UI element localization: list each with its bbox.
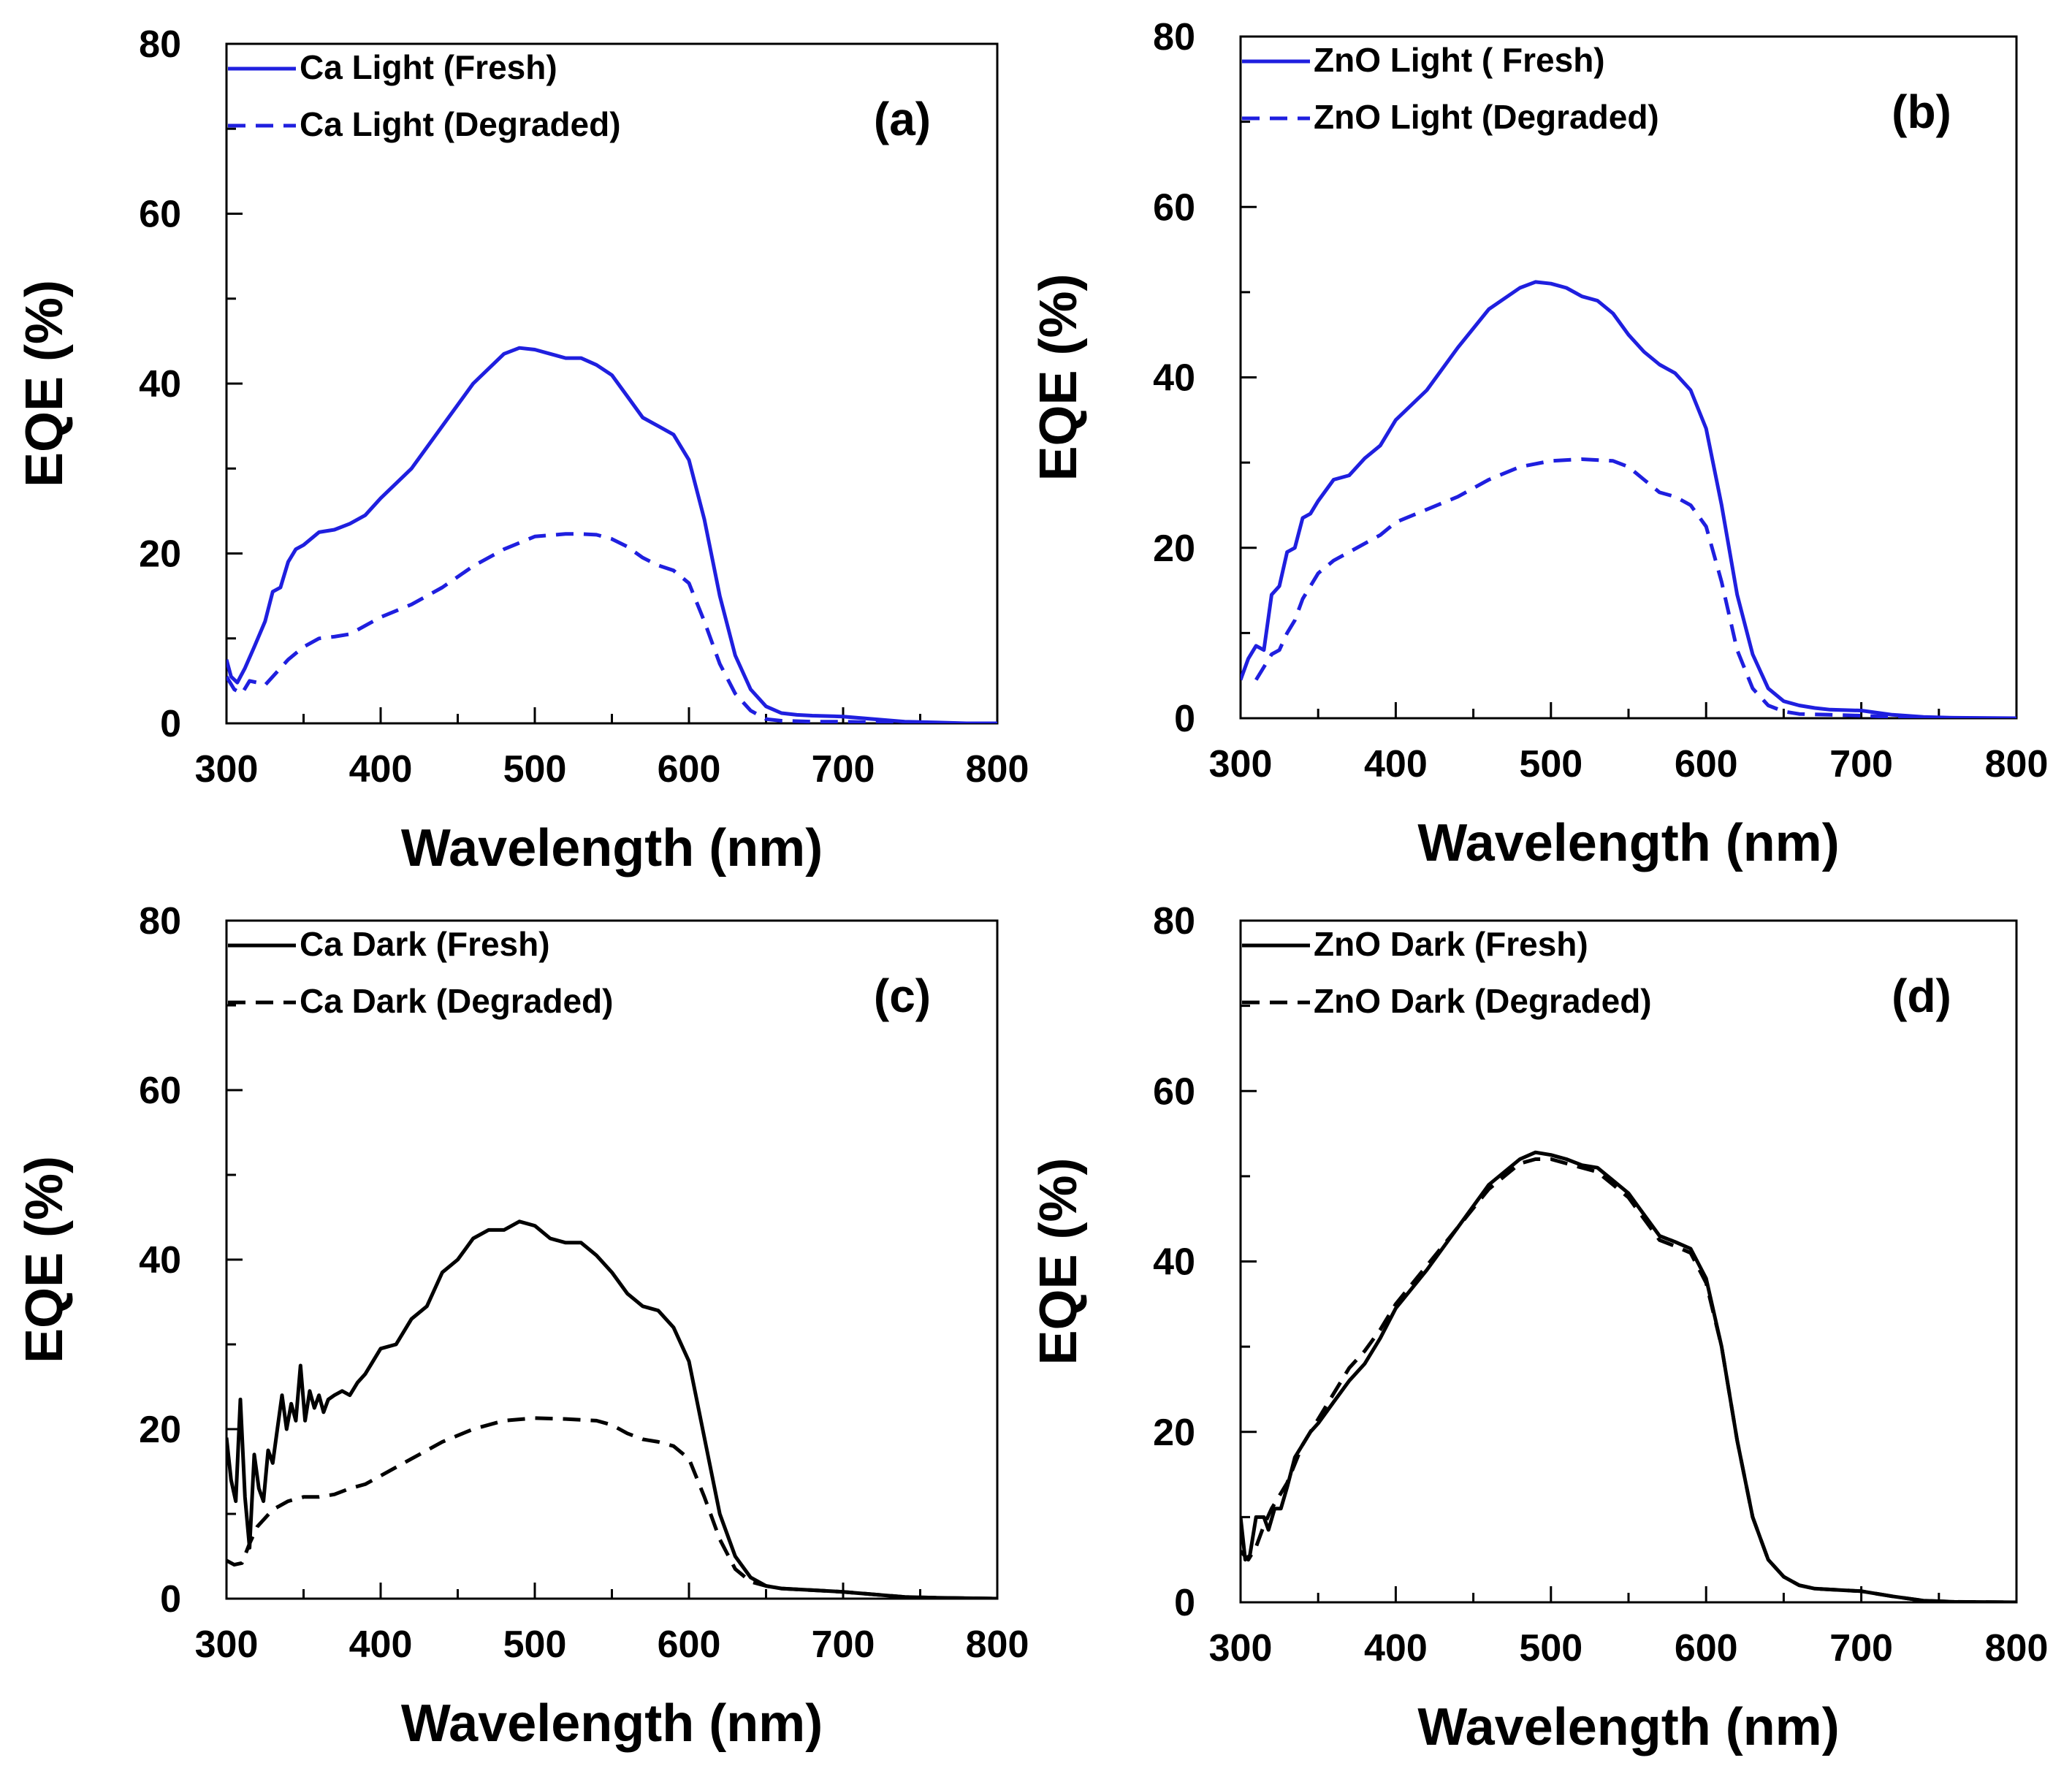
y-tick-label: 0 bbox=[160, 1578, 181, 1621]
plot-frame bbox=[1239, 35, 2018, 720]
series-line-fresh bbox=[1241, 1150, 2016, 1602]
x-tick-label: 800 bbox=[1985, 1627, 2049, 1670]
series-line-degraded bbox=[1241, 1157, 2016, 1602]
panel-label: (d) bbox=[1892, 970, 1951, 1022]
y-tick-label: 40 bbox=[139, 1239, 181, 1282]
series-line-degraded bbox=[226, 1416, 997, 1599]
x-tick-label: 700 bbox=[812, 1623, 875, 1666]
y-tick-label: 20 bbox=[139, 533, 181, 576]
y-tick-label: 60 bbox=[1153, 186, 1195, 229]
panel-d: 300 400 500 600 700 800 0 20 40 60 80 Wavelength (n… bbox=[1029, 900, 2048, 1756]
y-tick-label: 40 bbox=[1153, 357, 1195, 400]
panel-label: (a) bbox=[874, 93, 931, 145]
x-axis-title: Wavelength (nm) bbox=[401, 819, 823, 878]
x-tick-label: 700 bbox=[812, 748, 875, 791]
plot-frame bbox=[225, 919, 999, 1600]
x-tick-label: 500 bbox=[503, 748, 567, 791]
x-tick-label: 600 bbox=[1675, 1627, 1738, 1670]
x-tick-label: 700 bbox=[1829, 743, 1893, 785]
legend-label: ZnO Light (Degraded) bbox=[1314, 98, 1659, 136]
x-tick-label: 500 bbox=[1519, 1627, 1582, 1670]
panel-c: 300 400 500 600 700 800 0 20 40 60 80 Wavelength (n… bbox=[15, 900, 1029, 1753]
legend-label: ZnO Dark (Degraded) bbox=[1314, 982, 1652, 1020]
y-tick-label: 60 bbox=[139, 1070, 181, 1112]
x-tick-label: 400 bbox=[349, 1623, 413, 1666]
x-tick-label: 400 bbox=[349, 748, 413, 791]
panel-a: 300 400 500 600 700 800 0 20 40 60 80 Wavelength (n… bbox=[15, 23, 1029, 878]
y-tick-label: 0 bbox=[1174, 1582, 1195, 1624]
x-tick-label: 300 bbox=[195, 748, 259, 791]
legend-label: ZnO Dark (Fresh) bbox=[1314, 925, 1588, 963]
panel-label: (c) bbox=[874, 970, 931, 1022]
y-tick-label: 40 bbox=[1153, 1241, 1195, 1284]
plot-frame bbox=[1239, 919, 2018, 1604]
x-tick-label: 500 bbox=[503, 1623, 567, 1666]
x-tick-label: 800 bbox=[1985, 743, 2049, 785]
x-tick-label: 800 bbox=[966, 1623, 1029, 1666]
panel-label: (b) bbox=[1892, 85, 1951, 138]
y-axis-title: EQE (%) bbox=[1029, 1157, 1088, 1365]
y-tick-label: 80 bbox=[139, 900, 181, 943]
x-axis-title: Wavelength (nm) bbox=[401, 1694, 823, 1753]
y-tick-label: 0 bbox=[1174, 698, 1195, 740]
y-tick-label: 80 bbox=[1153, 16, 1195, 58]
y-tick-label: 80 bbox=[1153, 900, 1195, 943]
x-axis-title: Wavelength (nm) bbox=[1417, 814, 1839, 872]
legend-label: Ca Light (Fresh) bbox=[300, 48, 557, 86]
plot-frame bbox=[225, 42, 999, 725]
y-tick-label: 20 bbox=[1153, 1412, 1195, 1454]
y-tick-label: 40 bbox=[139, 363, 181, 406]
x-tick-label: 500 bbox=[1519, 743, 1582, 785]
y-axis-title: EQE (%) bbox=[1029, 273, 1088, 481]
legend-label: Ca Light (Degraded) bbox=[300, 105, 621, 143]
y-axis-title: EQE (%) bbox=[15, 1156, 74, 1363]
y-tick-label: 20 bbox=[139, 1409, 181, 1451]
y-tick-label: 80 bbox=[139, 23, 181, 66]
series-line-degraded bbox=[226, 532, 997, 723]
legend-label: ZnO Light ( Fresh) bbox=[1314, 41, 1605, 79]
y-tick-label: 60 bbox=[139, 194, 181, 236]
x-tick-label: 300 bbox=[1209, 1627, 1273, 1670]
y-axis-title: EQE (%) bbox=[15, 280, 74, 487]
x-tick-label: 600 bbox=[1675, 743, 1738, 785]
x-axis-title: Wavelength (nm) bbox=[1417, 1698, 1839, 1756]
y-tick-label: 0 bbox=[160, 703, 181, 745]
y-tick-label: 60 bbox=[1153, 1070, 1195, 1113]
x-tick-label: 400 bbox=[1364, 1627, 1428, 1670]
x-tick-label: 800 bbox=[966, 748, 1029, 791]
series-line-fresh bbox=[226, 346, 997, 723]
series-line-fresh bbox=[1241, 280, 2016, 718]
x-tick-label: 400 bbox=[1364, 743, 1428, 785]
x-tick-label: 300 bbox=[1209, 743, 1273, 785]
legend-label: Ca Dark (Fresh) bbox=[300, 925, 550, 963]
series-line-degraded bbox=[1254, 457, 2016, 718]
x-tick-label: 600 bbox=[658, 748, 721, 791]
x-tick-label: 300 bbox=[195, 1623, 259, 1666]
x-tick-label: 700 bbox=[1829, 1627, 1893, 1670]
series-line-fresh bbox=[226, 1219, 997, 1599]
y-tick-label: 20 bbox=[1153, 528, 1195, 570]
panel-b: 300 400 500 600 700 800 0 20 40 60 80 Wavelength (n… bbox=[1029, 16, 2048, 872]
legend-label: Ca Dark (Degraded) bbox=[300, 982, 613, 1020]
x-tick-label: 600 bbox=[658, 1623, 721, 1666]
